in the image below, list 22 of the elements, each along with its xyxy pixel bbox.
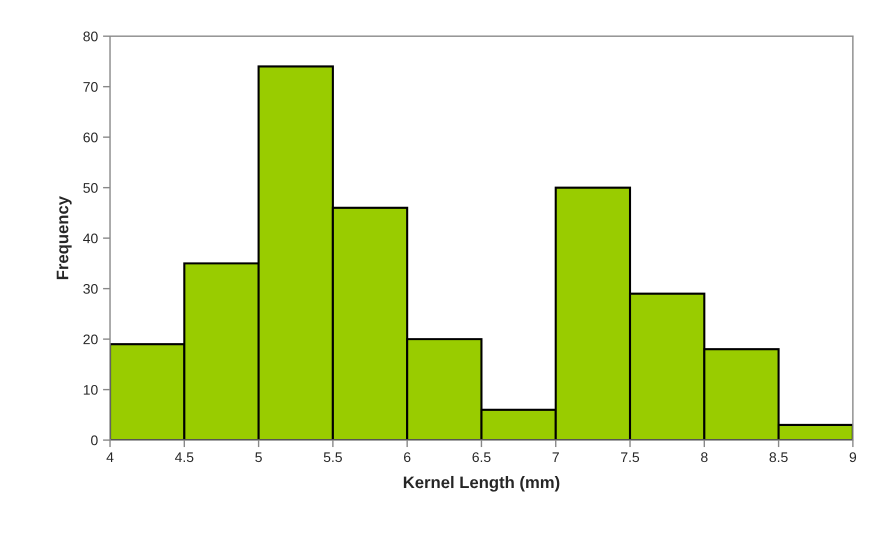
- x-tick-label: 4.5: [174, 452, 194, 462]
- y-tick-label: 80: [83, 32, 98, 42]
- x-tick-label: 4: [106, 452, 114, 462]
- x-tick-label: 5: [255, 452, 262, 462]
- x-axis-title: Kernel Length (mm): [404, 476, 560, 492]
- x-tick-label: 9: [850, 452, 856, 462]
- x-tick-label: 5.5: [324, 452, 342, 462]
- x-tick-label: 8: [701, 452, 708, 462]
- y-tick-label: 70: [83, 82, 98, 92]
- y-tick-label: 10: [84, 384, 98, 395]
- x-tick-label: 6.5: [472, 452, 491, 462]
- x-tick-label: 7: [552, 452, 559, 462]
- x-tick-label: 6: [404, 452, 410, 462]
- y-tick-label: 50: [83, 182, 98, 193]
- y-axis-title: Frequency: [56, 196, 72, 280]
- x-tick-label: 8.5: [770, 452, 788, 462]
- x-tick-label: 7.5: [621, 452, 640, 462]
- y-tick-label: 20: [83, 334, 98, 344]
- y-tick-label: 40: [83, 233, 98, 244]
- y-tick-label: 0: [91, 435, 98, 446]
- y-tick-label: 30: [83, 284, 98, 294]
- y-tick-label: 60: [83, 132, 98, 142]
